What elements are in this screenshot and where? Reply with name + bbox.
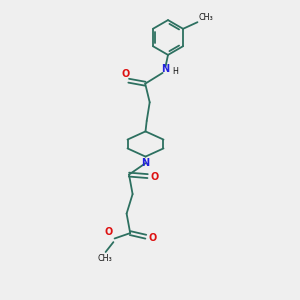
Text: CH₃: CH₃ [198, 13, 213, 22]
Text: O: O [105, 227, 113, 237]
Text: CH₃: CH₃ [97, 254, 112, 263]
Text: O: O [151, 172, 159, 182]
Text: N: N [141, 158, 150, 168]
Text: H: H [172, 67, 178, 76]
Text: O: O [149, 233, 157, 243]
Text: N: N [161, 64, 170, 74]
Text: O: O [122, 69, 130, 79]
